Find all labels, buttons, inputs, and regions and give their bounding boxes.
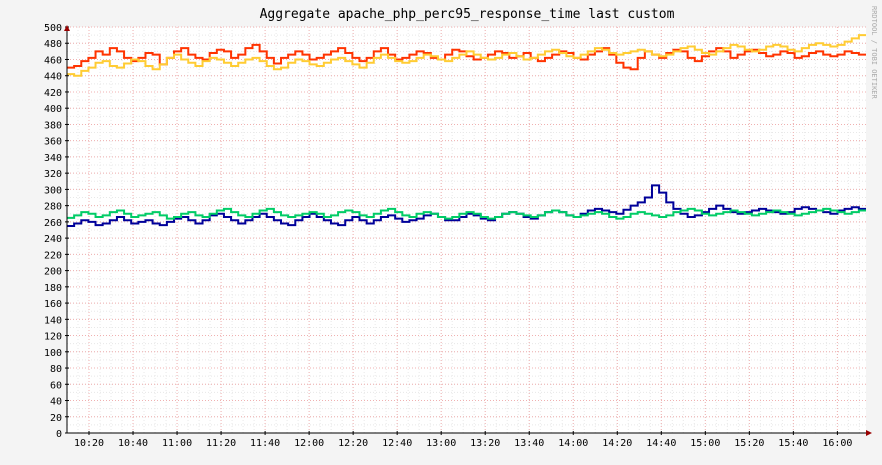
x-tick-label: 13:20 (470, 438, 500, 449)
y-tick-label: 500 (44, 23, 62, 34)
y-tick-label: 480 (44, 39, 62, 50)
y-tick-label: 80 (50, 364, 62, 375)
x-tick-label: 16:00 (822, 438, 852, 449)
x-axis-arrow (866, 430, 872, 436)
y-tick-label: 300 (44, 185, 62, 196)
grid-lines (66, 26, 866, 434)
y-tick-label: 120 (44, 332, 62, 343)
y-tick-label: 200 (44, 267, 62, 278)
y-tick-label: 40 (50, 397, 62, 408)
x-tick-label: 14:20 (602, 438, 632, 449)
x-tick-label: 11:40 (250, 438, 280, 449)
chart-title: Aggregate apache_php_perc95_response_tim… (260, 7, 675, 22)
y-tick-label: 260 (44, 218, 62, 229)
x-tick-label: 15:00 (690, 438, 720, 449)
y-tick-label: 420 (44, 88, 62, 99)
y-tick-label: 20 (50, 413, 62, 424)
y-axis-arrow (64, 25, 70, 31)
y-tick-label: 60 (50, 380, 62, 391)
y-tick-label: 320 (44, 169, 62, 180)
y-tick-label: 400 (44, 104, 62, 115)
x-tick-label: 13:40 (514, 438, 544, 449)
x-tick-label: 15:40 (778, 438, 808, 449)
y-tick-label: 220 (44, 250, 62, 261)
y-tick-label: 340 (44, 153, 62, 164)
y-tick-label: 140 (44, 315, 62, 326)
series-line-2 (67, 34, 866, 77)
x-tick-label: 14:40 (646, 438, 676, 449)
y-tick-label: 380 (44, 120, 62, 131)
y-tick-label: 100 (44, 348, 62, 359)
x-tick-label: 14:00 (558, 438, 588, 449)
x-axis-ticks: 10:20 10:40 11:00 11:20 11:40 12:00 12:20 12:40… (74, 431, 852, 449)
y-tick-label: 160 (44, 299, 62, 310)
x-tick-label: 12:40 (382, 438, 412, 449)
x-tick-label: 12:00 (294, 438, 324, 449)
x-tick-label: 13:00 (426, 438, 456, 449)
x-tick-label: 15:20 (734, 438, 764, 449)
y-tick-label: 280 (44, 202, 62, 213)
y-tick-label: 180 (44, 283, 62, 294)
x-tick-label: 10:40 (118, 438, 148, 449)
y-tick-label: 360 (44, 137, 62, 148)
series-group (67, 34, 866, 227)
y-tick-label: 240 (44, 234, 62, 245)
rrdtool-watermark: RRDTOOL / TOBI OETIKER (870, 6, 878, 100)
y-tick-label: 0 (56, 429, 62, 440)
x-tick-label: 12:20 (338, 438, 368, 449)
x-tick-label: 10:20 (74, 438, 104, 449)
y-axis-ticks: 0 20 40 60 80 100 120 140 160 180 200 220 240 260 280 3… (44, 23, 69, 440)
x-tick-label: 11:20 (206, 438, 236, 449)
y-tick-label: 460 (44, 55, 62, 66)
series-line-4 (67, 207, 866, 220)
x-tick-label: 11:00 (162, 438, 192, 449)
y-tick-label: 440 (44, 72, 62, 83)
